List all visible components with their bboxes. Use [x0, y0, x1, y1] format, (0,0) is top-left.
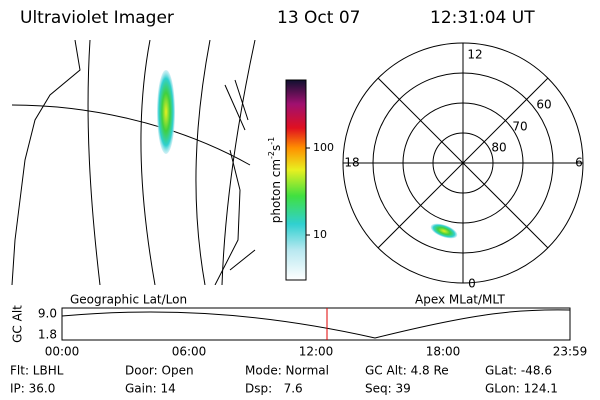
mlat-label: 60 — [536, 98, 551, 112]
time-tick: 00:00 — [45, 345, 80, 359]
status-field: Gain: 14 — [125, 382, 176, 396]
unit-exp: -2 — [267, 151, 276, 159]
date: 13 Oct 07 — [277, 8, 360, 28]
polar-label: Apex MLat/MLT — [415, 293, 505, 307]
unit-exp: -1 — [267, 137, 276, 145]
mlt-label: 12 — [467, 48, 482, 62]
altitude-ylabel: GC Alt — [11, 305, 25, 343]
status-field: Dsp: 7.6 — [245, 382, 303, 396]
status-field: Door: Open — [125, 364, 194, 378]
mlat-label: 70 — [512, 120, 527, 134]
map — [11, 40, 256, 285]
time-tick: 12:00 — [299, 345, 334, 359]
altitude-plot — [61, 307, 571, 341]
mlt-label: 18 — [344, 156, 359, 170]
status-field: Seq: 39 — [365, 382, 411, 396]
colorbar — [285, 79, 307, 281]
time-tick: 18:00 — [426, 345, 461, 359]
map-label: Geographic Lat/Lon — [70, 293, 187, 307]
status-field: Flt: LBHL — [10, 364, 64, 378]
mlt-label: 6 — [575, 156, 583, 170]
altitude-curve — [61, 309, 571, 339]
unit: s — [269, 145, 283, 151]
altitude-tick: 9.0 — [38, 307, 57, 321]
colorbar-tick-label: 100 — [313, 141, 334, 154]
status-field: GLon: 124.1 — [485, 382, 558, 396]
polar-plot — [342, 42, 584, 284]
mlt-label: 0 — [468, 277, 476, 291]
colorbar-label: photon cm-2s-1 — [267, 137, 283, 224]
status-field: Mode: Normal — [245, 364, 329, 378]
time-tick: 23:59 — [553, 345, 588, 359]
status-field: GLat: -48.6 — [485, 364, 552, 378]
time-tick: 06:00 — [172, 345, 207, 359]
altitude-tick: 1.8 — [38, 328, 57, 342]
status-field: IP: 36.0 — [10, 382, 55, 396]
unit: photon cm — [269, 159, 283, 223]
status-field: GC Alt: 4.8 Re — [365, 364, 449, 378]
colorbar-tick-label: 10 — [313, 228, 327, 241]
mlat-label: 80 — [491, 141, 506, 155]
title: Ultraviolet Imager — [20, 8, 174, 28]
time: 12:31:04 UT — [430, 8, 535, 28]
